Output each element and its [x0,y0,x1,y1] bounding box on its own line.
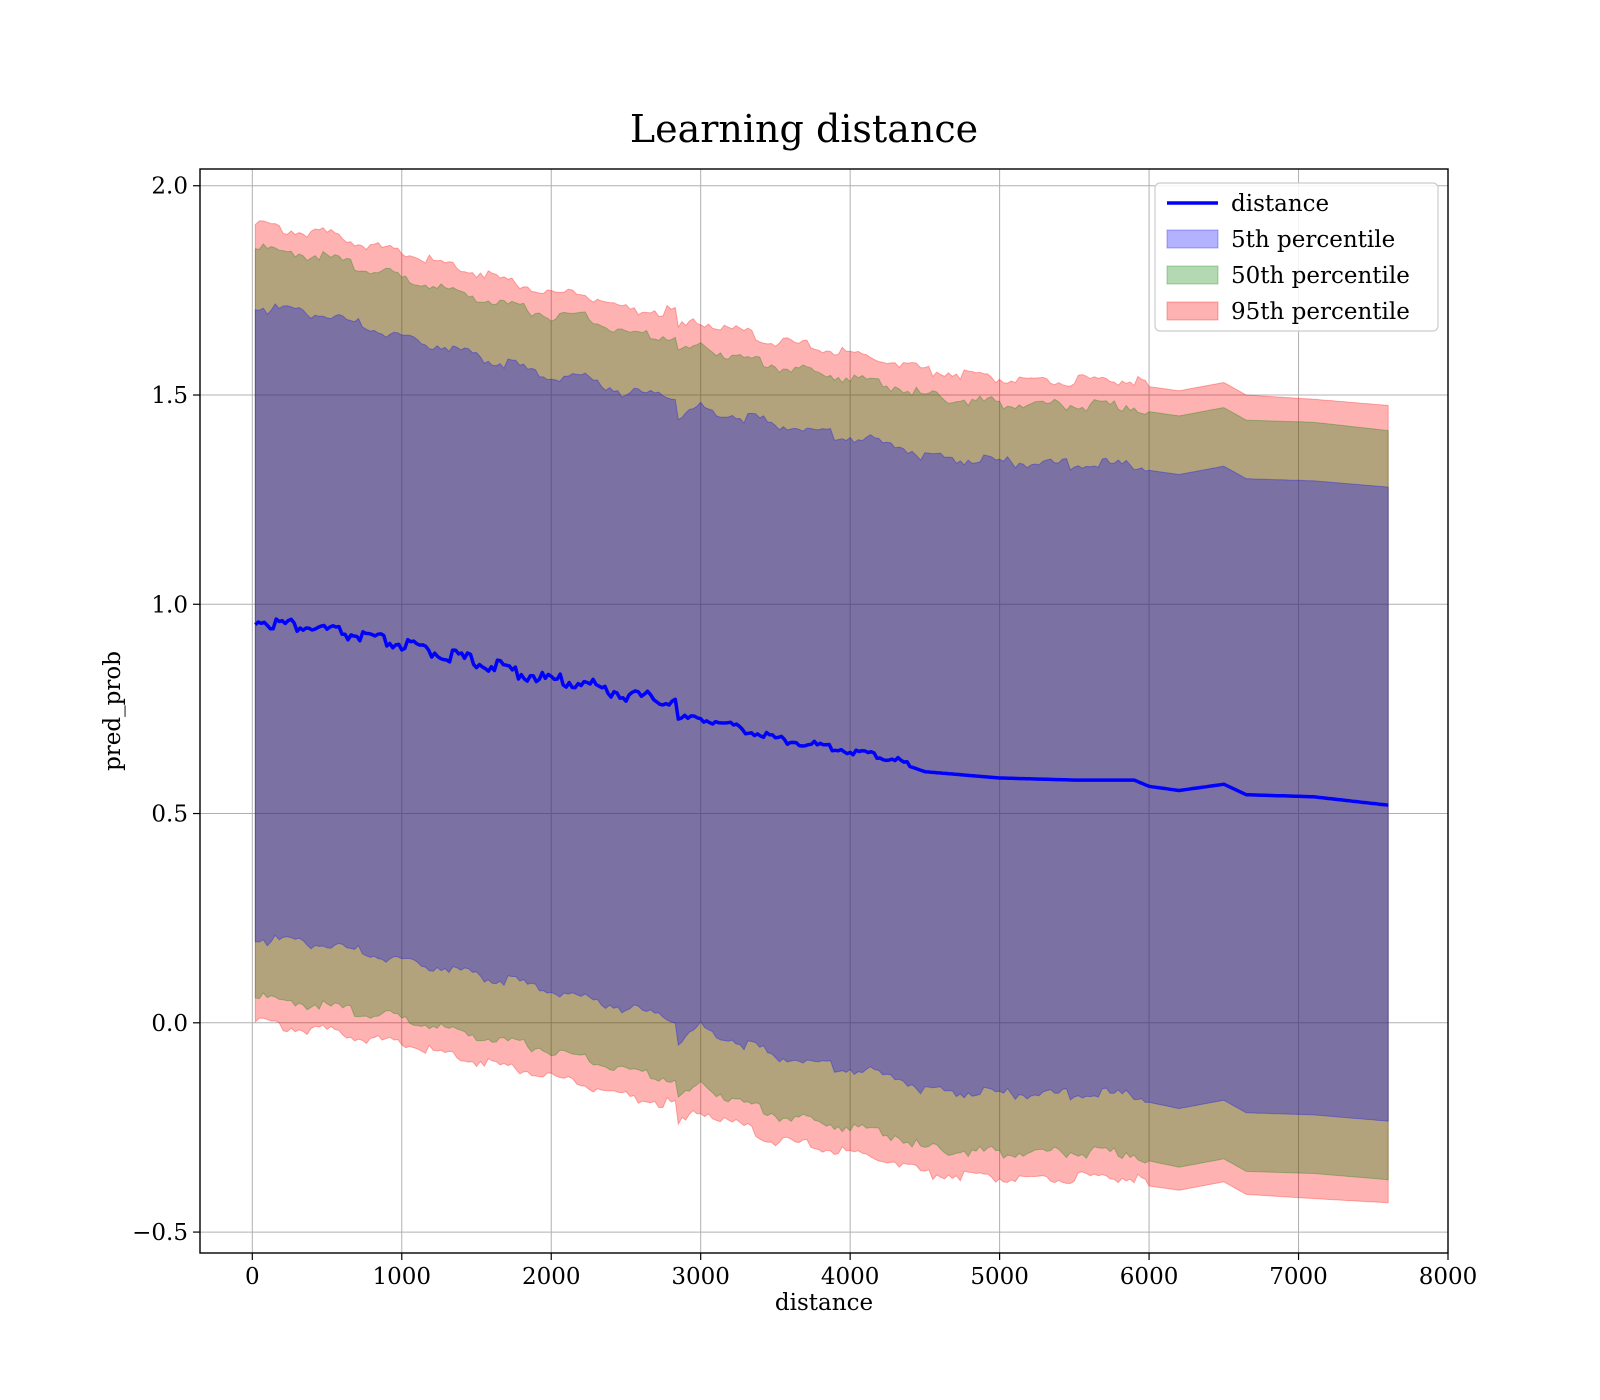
ticks: 0 1000 2000 3000 4000 5000 6000 7000 8000 −0.5 0.0… [132,174,1477,1290]
legend-swatch [1166,265,1219,285]
legend-label: distance [1231,191,1329,217]
legend-label: 5th percentile [1231,227,1395,253]
chart-title: Learning distance [630,107,978,151]
legend-swatch [1166,229,1219,249]
legend-label: 50th percentile [1231,263,1410,289]
band-95th-percentile [254,220,1389,1204]
y-tick-label: 2.0 [151,174,188,200]
grid [200,169,1449,1253]
y-tick-label: 0.5 [151,802,188,828]
plot-area [200,169,1448,1253]
x-tick-label: 1000 [372,1264,431,1290]
x-tick-label: 5000 [970,1264,1029,1290]
line-distance [254,617,1389,807]
legend: distance 5th percentile 50th percentile 95t… [1154,182,1439,332]
x-tick-label: 0 [245,1264,260,1290]
x-tick-label: 2000 [522,1264,581,1290]
y-tick-label: 1.0 [151,592,188,618]
band-50th-percentile [254,243,1389,1181]
series-lines [254,617,1389,807]
y-tick-label: 1.5 [151,383,188,409]
legend-label: 95th percentile [1231,299,1410,325]
band-5th-percentile [254,303,1389,1122]
x-tick-label: 8000 [1419,1264,1478,1290]
x-tick-label: 7000 [1269,1264,1328,1290]
x-tick-label: 3000 [671,1264,730,1290]
y-axis-label: pred_prob [100,651,126,771]
y-tick-label: −0.5 [132,1220,188,1246]
legend-swatch [1166,301,1219,321]
x-tick-label: 6000 [1120,1264,1179,1290]
x-axis-label: distance [775,1290,873,1316]
percentile-bands [254,220,1389,1204]
legend-box [1154,182,1439,332]
x-tick-label: 4000 [821,1264,880,1290]
axes-frame [199,168,1449,1254]
y-tick-label: 0.0 [151,1011,188,1037]
